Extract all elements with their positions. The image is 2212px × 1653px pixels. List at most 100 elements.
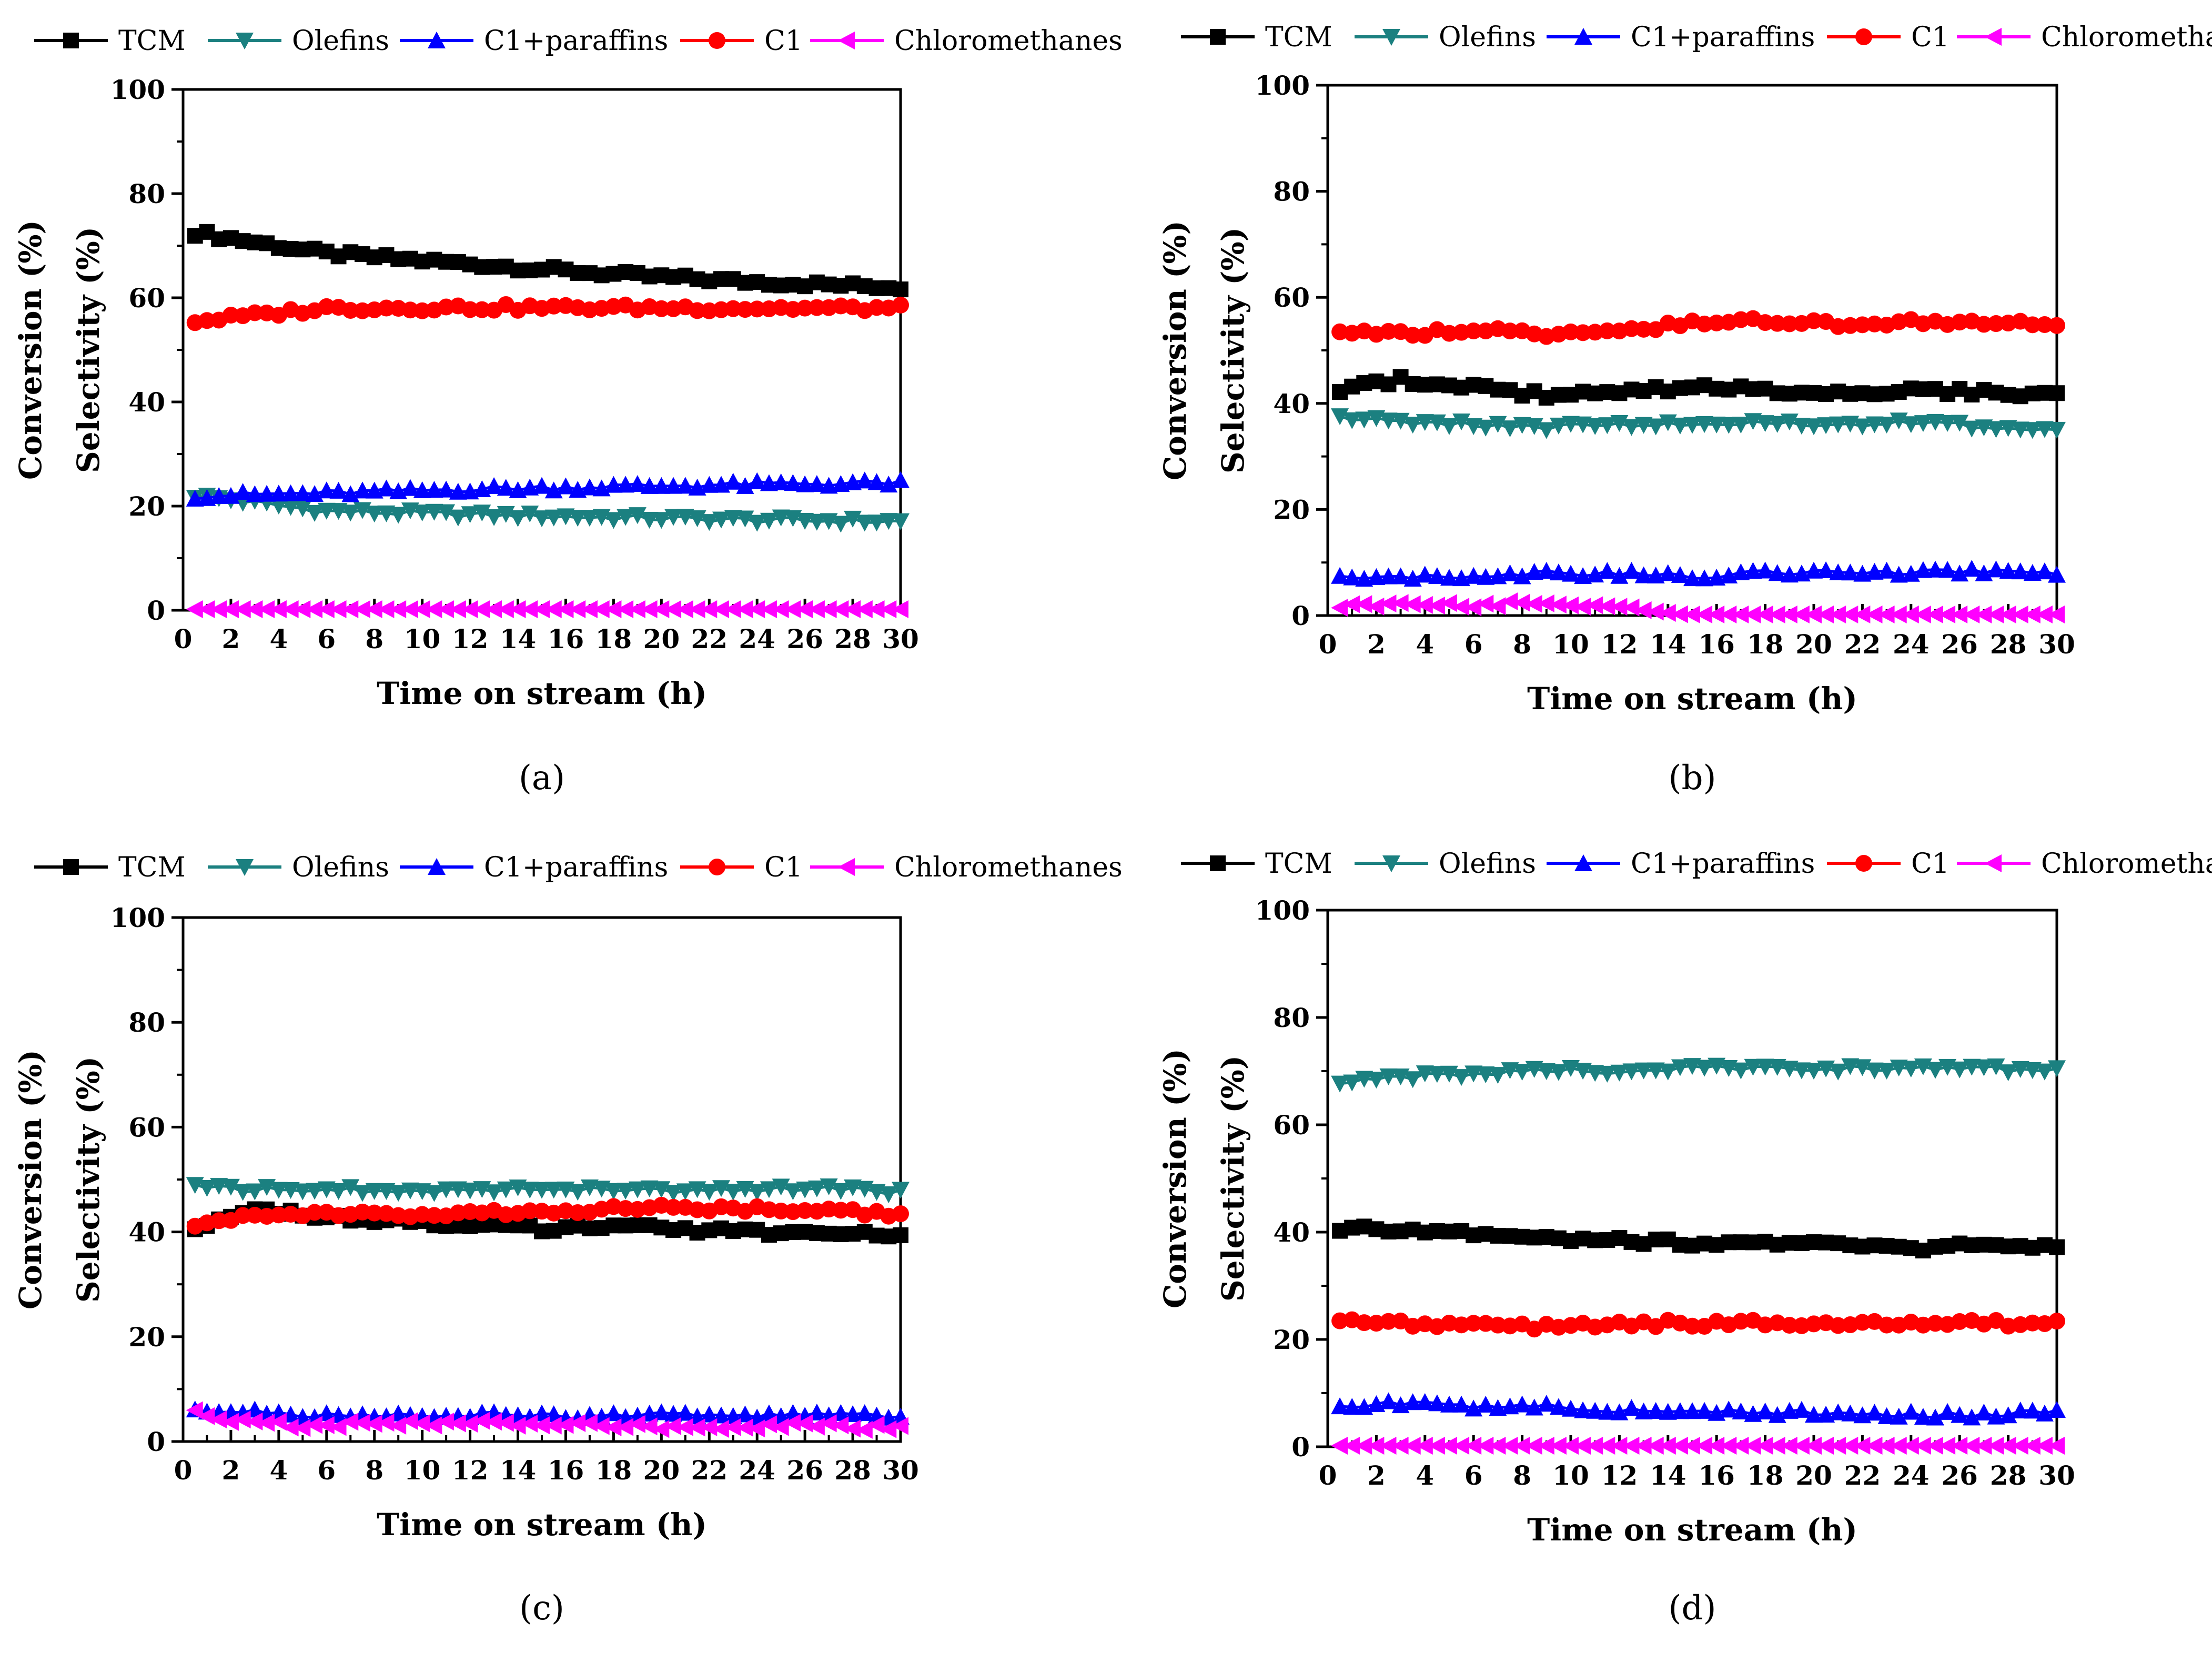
- data-point-olefins: [1501, 420, 1519, 438]
- data-point-c1-paraffins: [246, 485, 264, 502]
- y-tick-label: 40: [128, 387, 165, 418]
- chart-panel-d: 0 2 4 6 8 10 12 14 16 18 20 22 24 26 28 30020406080100T…: [1157, 848, 2212, 1628]
- data-point-chloromethanes: [1780, 1436, 1797, 1455]
- legend-label-olefins: Olefins: [292, 25, 389, 57]
- data-point-chloromethanes: [437, 1413, 454, 1431]
- data-point-chloromethanes: [1562, 596, 1579, 614]
- x-axis-label: Time on stream (h): [1527, 681, 1857, 717]
- data-point-c1: [270, 1206, 287, 1224]
- panel-label: (d): [1669, 1589, 1716, 1628]
- y-tick-label: 60: [128, 283, 165, 314]
- data-point-olefins: [1477, 1066, 1495, 1083]
- data-point-c1-paraffins: [640, 477, 659, 494]
- data-point-chloromethanes: [1853, 605, 1871, 623]
- data-point-c1-paraffins: [1817, 561, 1835, 578]
- data-point-c1: [569, 1204, 587, 1221]
- data-point-chloromethanes: [1902, 605, 1919, 623]
- y-tick-label: 20: [128, 491, 165, 522]
- data-point-chloromethanes: [580, 1414, 598, 1432]
- data-point-olefins: [796, 512, 814, 530]
- data-point-olefins: [425, 503, 443, 521]
- data-point-c1-paraffins: [1671, 566, 1689, 583]
- data-point-olefins: [1780, 1061, 1799, 1078]
- data-point-chloromethanes: [1452, 598, 1470, 616]
- data-point-c1: [1465, 1315, 1482, 1332]
- data-point-c1-paraffins: [1416, 566, 1434, 583]
- data-point-c1-paraffins: [664, 477, 683, 494]
- data-point-olefins: [1756, 415, 1774, 432]
- data-point-c1-paraffins: [664, 1405, 683, 1422]
- data-point-chloromethanes: [1841, 1436, 1859, 1455]
- x-tick-label: 16: [548, 623, 584, 654]
- data-point-chloromethanes: [1440, 594, 1457, 612]
- data-point-c1-paraffins: [317, 481, 336, 499]
- series-olefins: [1331, 408, 2066, 439]
- data-point-chloromethanes: [1756, 605, 1773, 623]
- data-point-c1-paraffins: [1938, 1403, 1957, 1420]
- data-point-chloromethanes: [1391, 1436, 1409, 1455]
- data-point-c1-paraffins: [617, 476, 635, 493]
- data-point-olefins: [1768, 1059, 1786, 1076]
- data-point-olefins: [389, 507, 408, 524]
- data-point-chloromethanes: [2048, 1436, 2065, 1455]
- data-point-olefins: [712, 511, 730, 529]
- data-point-c1: [1866, 315, 1883, 332]
- data-point-olefins: [724, 1184, 742, 1201]
- data-point-chloromethanes: [413, 1414, 430, 1433]
- data-point-chloromethanes: [807, 1417, 825, 1436]
- data-point-olefins: [1379, 1068, 1398, 1085]
- data-point-olefins: [1355, 411, 1373, 429]
- data-point-chloromethanes: [485, 600, 502, 619]
- data-point-olefins: [580, 510, 599, 527]
- data-point-olefins: [485, 509, 503, 526]
- x-tick-label: 12: [452, 1455, 489, 1486]
- data-point-c1-paraffins: [1501, 564, 1519, 581]
- data-point-olefins: [1817, 417, 1835, 435]
- data-point-c1: [2024, 316, 2041, 334]
- data-point-olefins: [604, 512, 623, 529]
- series-tcm: [187, 224, 908, 298]
- data-point-chloromethanes: [329, 600, 347, 619]
- data-point-chloromethanes: [557, 600, 574, 619]
- data-point-c1-paraffins: [186, 489, 204, 507]
- data-point-chloromethanes: [1598, 1436, 1615, 1455]
- x-tick-label: 12: [1601, 1460, 1638, 1491]
- data-point-olefins: [1999, 1064, 2017, 1082]
- data-point-chloromethanes: [1914, 1436, 1931, 1455]
- legend-marker-c1: [1855, 855, 1872, 872]
- data-point-chloromethanes: [401, 1412, 418, 1430]
- data-point-chloromethanes: [1890, 605, 1907, 623]
- data-point-c1-paraffins: [1683, 1402, 1701, 1419]
- data-point-c1-paraffins: [604, 1404, 623, 1422]
- data-point-c1-paraffins: [652, 1403, 671, 1420]
- x-tick-label: 4: [269, 1455, 288, 1486]
- data-point-c1: [198, 312, 216, 329]
- data-point-c1-paraffins: [1549, 1398, 1568, 1415]
- data-point-chloromethanes: [1622, 1436, 1640, 1455]
- y-tick-label: 60: [1273, 282, 1310, 313]
- legend-marker-olefins: [236, 33, 254, 49]
- data-point-c1: [234, 1207, 251, 1224]
- data-point-c1: [665, 1198, 682, 1216]
- data-point-c1: [318, 298, 335, 315]
- panel-label: (b): [1669, 759, 1716, 798]
- data-point-c1: [306, 1204, 324, 1221]
- x-tick-label: 14: [500, 1455, 537, 1486]
- data-point-c1: [1951, 1313, 1968, 1330]
- data-point-chloromethanes: [1355, 595, 1372, 613]
- x-tick-label: 2: [1367, 629, 1386, 660]
- data-point-chloromethanes: [413, 600, 430, 619]
- data-point-chloromethanes: [1331, 599, 1348, 617]
- data-point-olefins: [892, 513, 910, 530]
- x-tick-label: 24: [1893, 1460, 1930, 1491]
- data-point-chloromethanes: [569, 1414, 586, 1432]
- data-point-olefins: [1489, 416, 1507, 433]
- legend-marker-olefins: [236, 859, 254, 876]
- data-point-chloromethanes: [772, 600, 789, 619]
- x-tick-label: 14: [500, 623, 537, 654]
- data-point-chloromethanes: [521, 600, 538, 619]
- data-point-c1-paraffins: [700, 476, 719, 493]
- data-point-olefins: [2023, 1062, 2042, 1080]
- data-point-c1-paraffins: [1768, 564, 1786, 581]
- data-point-c1-paraffins: [1780, 1402, 1799, 1419]
